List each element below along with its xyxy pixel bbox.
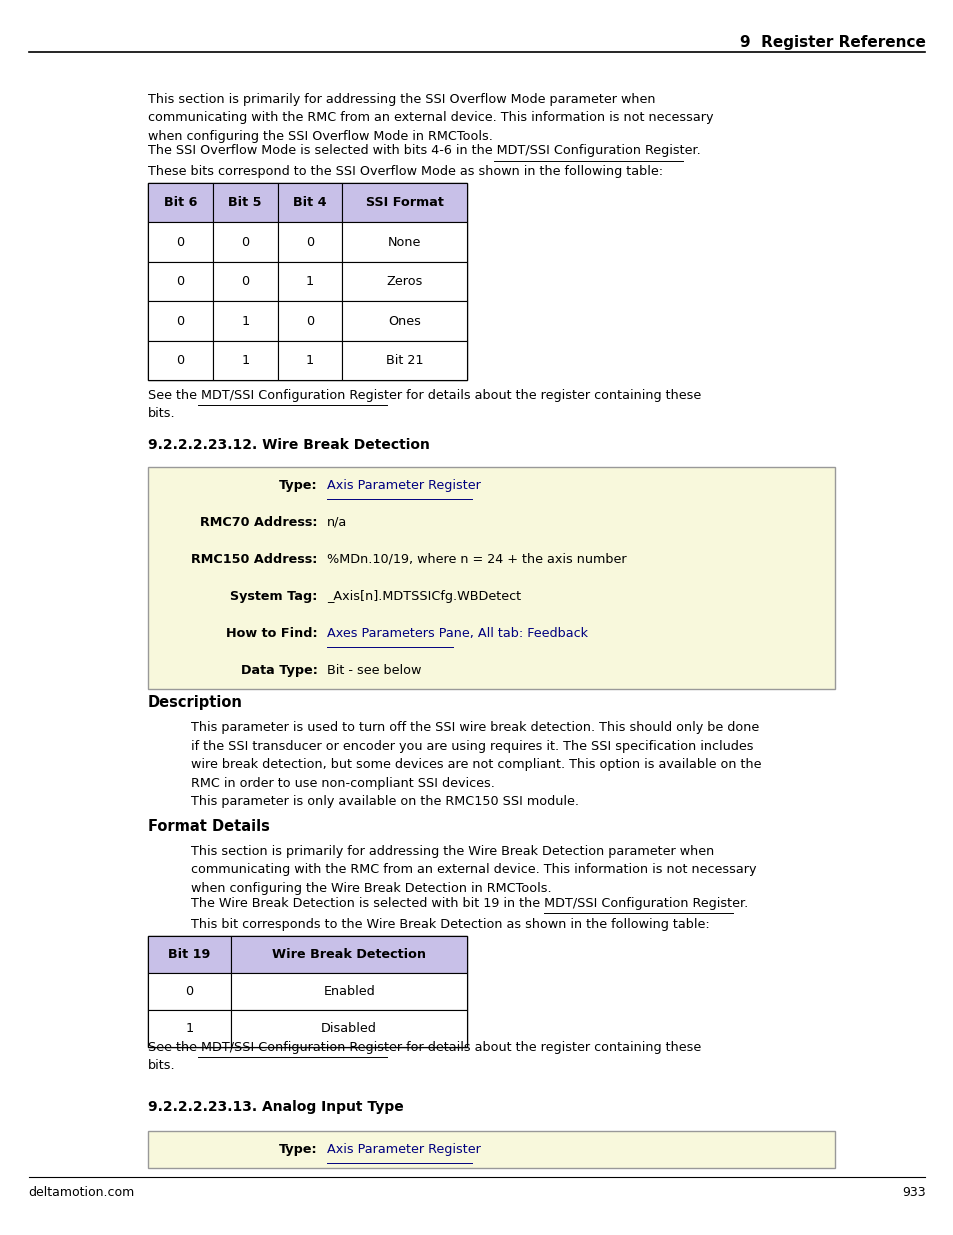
Text: Bit 6: Bit 6 [164,196,196,209]
Text: 1: 1 [306,275,314,288]
Text: Description: Description [148,695,242,710]
Text: RMC70 Address:: RMC70 Address: [200,516,317,529]
Text: %MDn.10/19, where n = 24 + the axis number: %MDn.10/19, where n = 24 + the axis numb… [327,553,626,566]
Text: This parameter is used to turn off the SSI wire break detection. This should onl: This parameter is used to turn off the S… [191,721,760,789]
Text: 1: 1 [306,354,314,367]
Bar [342,183,466,222]
Text: System Tag:: System Tag: [230,590,317,603]
Bar [148,936,231,973]
Text: Bit - see below: Bit - see below [327,664,421,677]
Text: These bits correspond to the SSI Overflow Mode as shown in the following table:: These bits correspond to the SSI Overflo… [148,165,662,179]
Text: _Axis[n].MDTSSICfg.WBDetect: _Axis[n].MDTSSICfg.WBDetect [327,590,520,603]
Text: 9.2.2.2.23.13. Analog Input Type: 9.2.2.2.23.13. Analog Input Type [148,1100,403,1114]
Text: 0: 0 [241,275,249,288]
Bar [342,341,466,380]
Bar [277,301,342,341]
Text: Enabled: Enabled [323,986,375,998]
Bar [277,341,342,380]
Text: This parameter is only available on the RMC150 SSI module.: This parameter is only available on the … [191,795,578,809]
Text: The SSI Overflow Mode is selected with bits 4-6 in the MDT/SSI Configuration Reg: The SSI Overflow Mode is selected with b… [148,144,700,158]
Bar [277,262,342,301]
Text: 1: 1 [241,315,249,327]
Text: Format Details: Format Details [148,819,270,834]
Bar [148,467,834,689]
Text: Axis Parameter Register: Axis Parameter Register [327,479,480,492]
Text: Axis Parameter Register: Axis Parameter Register [327,1144,480,1156]
Text: Data Type:: Data Type: [240,664,317,677]
Bar [231,973,467,1010]
Bar [213,222,277,262]
Text: RMC150 Address:: RMC150 Address: [192,553,317,566]
Bar [148,262,213,301]
Bar [148,183,466,380]
Text: Bit 21: Bit 21 [385,354,423,367]
Text: This section is primarily for addressing the Wire Break Detection parameter when: This section is primarily for addressing… [191,845,756,894]
Text: Bit 5: Bit 5 [228,196,262,209]
Text: 0: 0 [176,354,184,367]
Text: Axes Parameters Pane, All tab: Feedback: Axes Parameters Pane, All tab: Feedback [327,627,588,640]
Bar [148,341,213,380]
Text: Bit 19: Bit 19 [168,948,211,961]
Text: Zeros: Zeros [386,275,422,288]
Text: This bit corresponds to the Wire Break Detection as shown in the following table: This bit corresponds to the Wire Break D… [191,918,709,931]
Text: 0: 0 [176,315,184,327]
Bar [342,262,466,301]
Text: Type:: Type: [279,1144,317,1156]
Text: n/a: n/a [327,516,347,529]
Text: 9.2.2.2.23.12. Wire Break Detection: 9.2.2.2.23.12. Wire Break Detection [148,438,429,452]
Text: None: None [388,236,420,248]
Text: 1: 1 [185,1023,193,1035]
Bar [148,301,213,341]
Text: Wire Break Detection: Wire Break Detection [272,948,426,961]
Text: See the MDT/SSI Configuration Register for details about the register containing: See the MDT/SSI Configuration Register f… [148,1041,700,1072]
Bar [148,1010,231,1047]
Text: How to Find:: How to Find: [226,627,317,640]
Text: See the MDT/SSI Configuration Register for details about the register containing: See the MDT/SSI Configuration Register f… [148,389,700,420]
Bar [342,301,466,341]
Bar [213,341,277,380]
Bar [148,973,231,1010]
Bar [231,1010,467,1047]
Text: 933: 933 [901,1186,924,1199]
Text: 0: 0 [176,275,184,288]
Bar [148,183,213,222]
Text: Bit 4: Bit 4 [293,196,327,209]
Text: 0: 0 [185,986,193,998]
Bar [148,936,467,1047]
Text: 0: 0 [306,236,314,248]
Bar [213,301,277,341]
Bar [148,1131,834,1168]
Bar [213,183,277,222]
Text: Ones: Ones [388,315,420,327]
Text: 0: 0 [241,236,249,248]
Bar [277,222,342,262]
Bar [342,222,466,262]
Bar [277,183,342,222]
Bar [213,262,277,301]
Text: Type:: Type: [279,479,317,492]
Text: 0: 0 [306,315,314,327]
Bar [148,222,213,262]
Text: 1: 1 [241,354,249,367]
Text: The Wire Break Detection is selected with bit 19 in the MDT/SSI Configuration Re: The Wire Break Detection is selected wit… [191,897,747,910]
Text: SSI Format: SSI Format [365,196,443,209]
Text: 9  Register Reference: 9 Register Reference [739,35,924,49]
Text: Disabled: Disabled [321,1023,376,1035]
Text: This section is primarily for addressing the SSI Overflow Mode parameter when
co: This section is primarily for addressing… [148,93,713,142]
Bar [231,936,467,973]
Text: 0: 0 [176,236,184,248]
Text: deltamotion.com: deltamotion.com [29,1186,134,1199]
